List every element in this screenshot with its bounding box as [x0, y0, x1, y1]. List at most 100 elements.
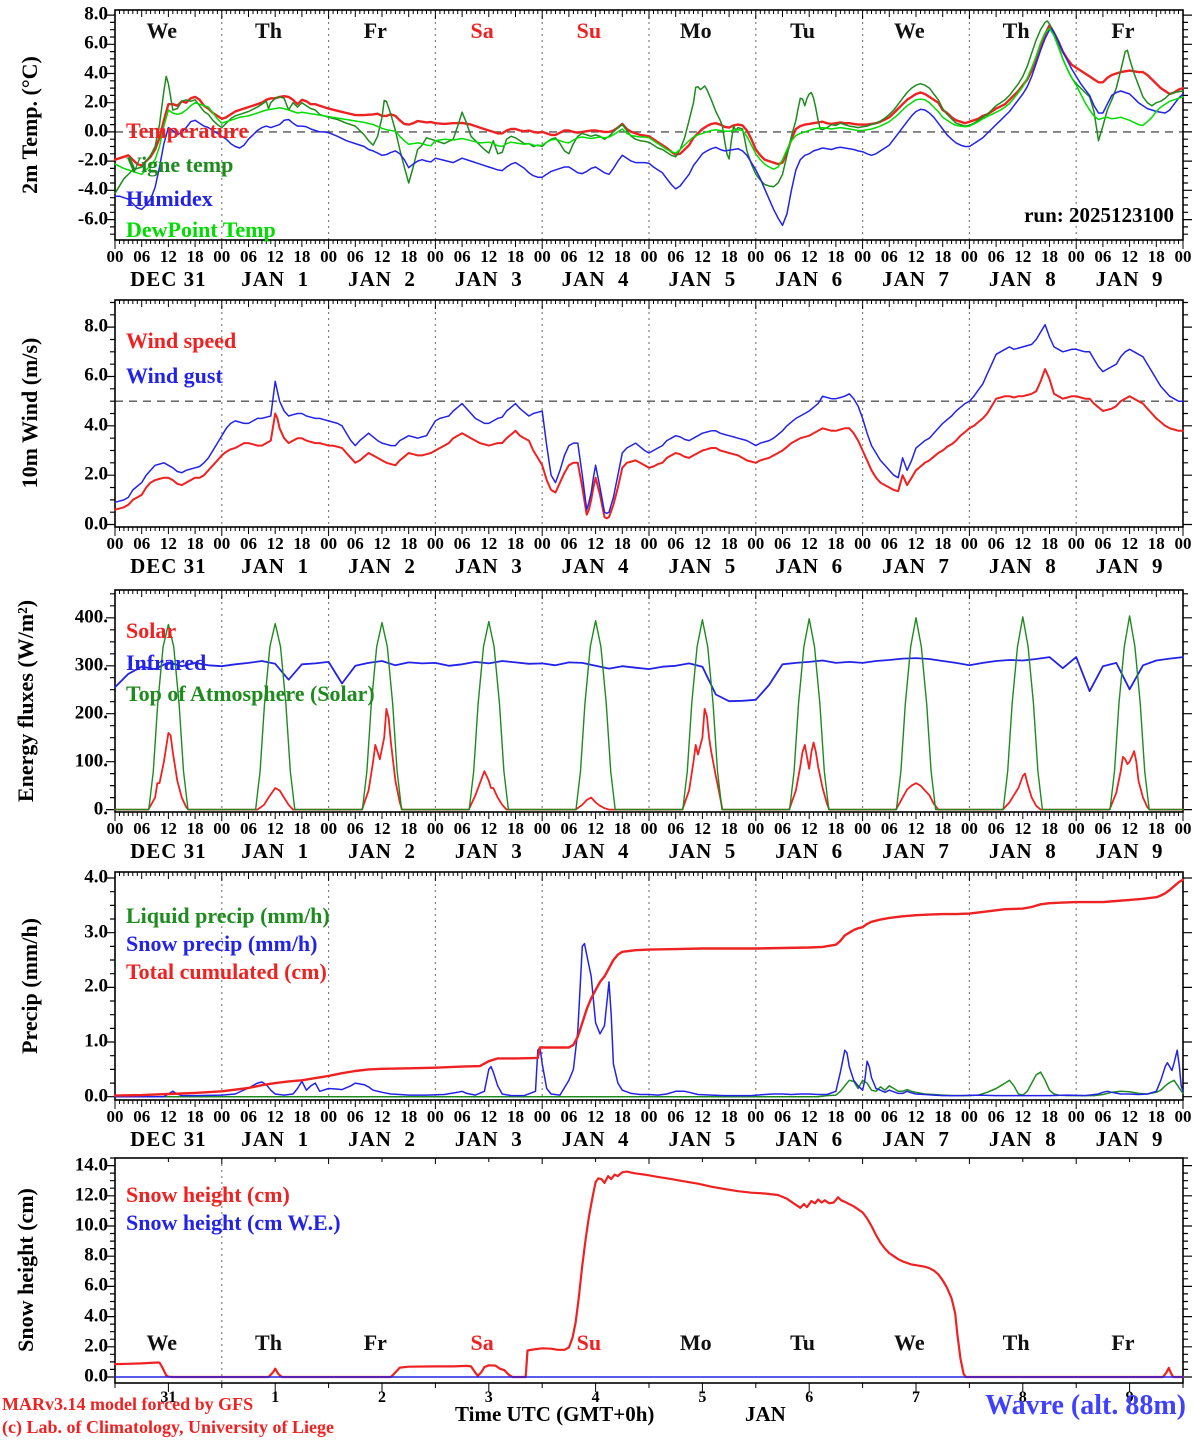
- hour-tick-label: 06: [346, 1107, 364, 1126]
- legend-wind-speed: Wind speed: [126, 328, 237, 353]
- weekday-label: Th: [255, 1330, 282, 1355]
- hour-tick-label: 18: [186, 819, 204, 838]
- hour-tick-label: 06: [774, 247, 791, 266]
- hour-tick-label: 00: [533, 534, 551, 553]
- model-credit-line: MARv3.14 model forced by GFS: [2, 1394, 254, 1414]
- hour-tick-label: 00: [320, 819, 338, 838]
- hour-tick-label: 00: [640, 534, 658, 553]
- day-label: JAN 4: [561, 267, 630, 291]
- day-label: JAN 4: [561, 1127, 630, 1151]
- hour-tick-label: 00: [1174, 1107, 1192, 1126]
- day-label: JAN 9: [1095, 554, 1164, 578]
- hour-tick-label: 06: [453, 534, 471, 553]
- hour-tick-label: 12: [373, 1107, 391, 1126]
- hour-tick-label: 18: [293, 819, 311, 838]
- y-tick-label: 2.0: [84, 975, 108, 997]
- hour-tick-label: 12: [693, 534, 711, 553]
- hour-tick-label: 06: [133, 534, 151, 553]
- weekday-label: Fr: [1111, 1330, 1135, 1355]
- hour-tick-label: 06: [987, 1107, 1005, 1126]
- hour-tick-label: 00: [747, 247, 765, 266]
- hour-tick-label: 06: [240, 534, 257, 553]
- hour-tick-label: 06: [880, 247, 898, 266]
- day-label: JAN 3: [454, 554, 523, 578]
- hour-tick-label: 12: [800, 534, 818, 553]
- series-total-cumulated-cm-: [113, 878, 1185, 1097]
- day-label: DEC 31: [130, 267, 207, 291]
- panel-0: [106, 9, 1192, 249]
- weekday-label: Su: [576, 1330, 602, 1355]
- hour-tick-label: 00: [106, 534, 124, 553]
- hour-tick-label: 06: [240, 819, 257, 838]
- hour-tick-label: 00: [747, 534, 765, 553]
- day-number-label: 31: [160, 1389, 177, 1406]
- legend-snow-height-cm-w-e-: Snow height (cm W.E.): [126, 1210, 341, 1235]
- weekday-label: Th: [255, 18, 282, 43]
- series-snow-height-cm-: [113, 1170, 1185, 1379]
- day-label: JAN 4: [561, 554, 630, 578]
- day-number-label: 7: [912, 1389, 920, 1406]
- hour-tick-label: 18: [1147, 534, 1165, 553]
- hour-tick-label: 06: [560, 1107, 578, 1126]
- y-ticks: [106, 593, 1192, 811]
- y-tick-label: 4.0: [84, 1305, 108, 1327]
- hour-tick-label: 00: [1067, 1107, 1085, 1126]
- hour-tick-label: 06: [240, 247, 257, 266]
- hour-tick-label: 18: [1041, 1107, 1058, 1126]
- hour-tick-label: 06: [346, 247, 364, 266]
- hour-tick-label: 18: [1041, 247, 1058, 266]
- weekday-label: Sa: [470, 1330, 494, 1355]
- hour-tick-label: 06: [667, 534, 685, 553]
- y-ticks: [106, 301, 1192, 526]
- hour-tick-label: 18: [613, 534, 631, 553]
- weekday-label: Tu: [790, 1330, 815, 1355]
- hour-tick-label: 18: [613, 247, 631, 266]
- hour-tick-label: 12: [159, 534, 177, 553]
- hour-tick-label: 12: [1121, 247, 1139, 266]
- y-tick-label: -6.0: [77, 208, 108, 230]
- hour-tick-label: 00: [106, 1107, 124, 1126]
- panel-border: [114, 589, 1184, 813]
- day-number-label: 9: [1125, 1389, 1134, 1406]
- panel-border: [114, 9, 1184, 241]
- weekday-label: We: [146, 1330, 177, 1355]
- day-label: JAN 9: [1095, 267, 1164, 291]
- series-solar: [114, 708, 1184, 811]
- hour-tick-label: 00: [960, 247, 978, 266]
- legend-solar: Solar: [126, 618, 177, 643]
- y-tick-label: 4.0: [84, 866, 108, 888]
- hour-tick-label: 18: [720, 534, 738, 553]
- hour-tick-label: 06: [774, 534, 791, 553]
- weekday-label: Fr: [363, 1330, 387, 1355]
- hour-tick-label: 06: [1094, 819, 1112, 838]
- hour-tick-label: 18: [934, 247, 952, 266]
- hour-tick-label: 12: [1121, 534, 1139, 553]
- hour-tick-label: 12: [693, 247, 711, 266]
- hour-tick-label: 00: [1174, 534, 1192, 553]
- weekday-label: Su: [576, 18, 602, 43]
- hour-tick-label: 06: [560, 819, 578, 838]
- series-wind-gust: [114, 323, 1184, 515]
- hour-tick-label: 12: [480, 819, 498, 838]
- hour-tick-label: 00: [960, 534, 978, 553]
- day-label: DEC 31: [130, 839, 207, 863]
- hour-tick-label: 00: [640, 819, 658, 838]
- y-tick-label: 300.: [74, 654, 108, 676]
- day-label: JAN 8: [988, 1127, 1057, 1151]
- x-ticks-bottom: [114, 240, 1184, 249]
- hour-tick-label: 12: [480, 247, 498, 266]
- y-tick-label: 2.0: [84, 463, 108, 485]
- hour-tick-label: 12: [159, 1107, 177, 1126]
- x-ticks-top: [114, 1158, 1184, 1164]
- x-ticks-bottom: [114, 812, 1184, 821]
- y-tick-label: 2.0: [84, 91, 108, 113]
- legend-vigne-temp: Vigne temp: [126, 152, 234, 177]
- hour-tick-label: 12: [266, 247, 284, 266]
- legend-snow-height-cm-: Snow height (cm): [126, 1182, 290, 1207]
- hour-tick-label: 06: [774, 819, 791, 838]
- day-label: JAN 6: [775, 839, 844, 863]
- y-tick-label: 10.0: [74, 1214, 108, 1236]
- hour-tick-label: 00: [747, 1107, 765, 1126]
- panel-border: [114, 1157, 1184, 1384]
